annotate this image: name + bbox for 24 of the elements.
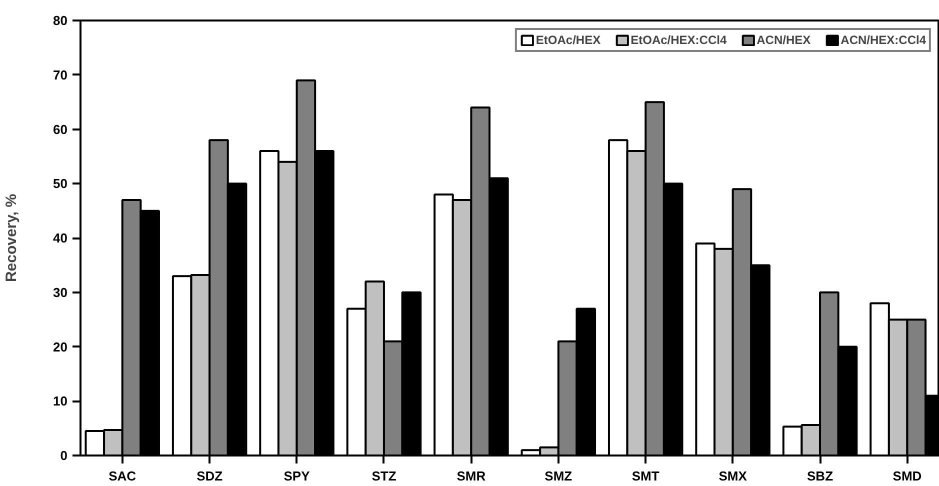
x-tick-label: SPY (284, 468, 310, 484)
x-tick-label: SMZ (544, 468, 572, 484)
x-tick-label: SMT (632, 468, 660, 484)
y-tick-label: 60 (53, 122, 68, 137)
y-tick-label: 0 (60, 448, 68, 463)
legend-label: ACN/HEX (756, 33, 811, 47)
y-axis-title: Recovery, % (3, 194, 20, 282)
x-tick-label: SMX (718, 468, 748, 484)
legend-label: EtOAc/HEX:CCl4 (630, 33, 727, 47)
x-tick-label: STZ (372, 468, 396, 484)
x-tick-label: SDZ (196, 468, 223, 484)
y-tick-label: 40 (53, 230, 68, 246)
y-tick-label: 80 (53, 13, 68, 28)
x-tick-label: SAC (108, 468, 137, 484)
y-tick-label: 70 (53, 67, 68, 82)
y-tick-label: 10 (53, 394, 68, 409)
y-tick-label: 30 (53, 284, 68, 300)
y-tick-label: 20 (53, 339, 68, 354)
y-tick-label: 50 (53, 176, 68, 192)
x-tick-label: SMR (456, 468, 486, 484)
legend-label: EtOAc/HEX (536, 33, 601, 47)
x-tick-label: SMD (892, 468, 922, 484)
legend-label: ACN/HEX:CCl4 (840, 33, 926, 47)
x-tick-label: SBZ (807, 468, 834, 484)
